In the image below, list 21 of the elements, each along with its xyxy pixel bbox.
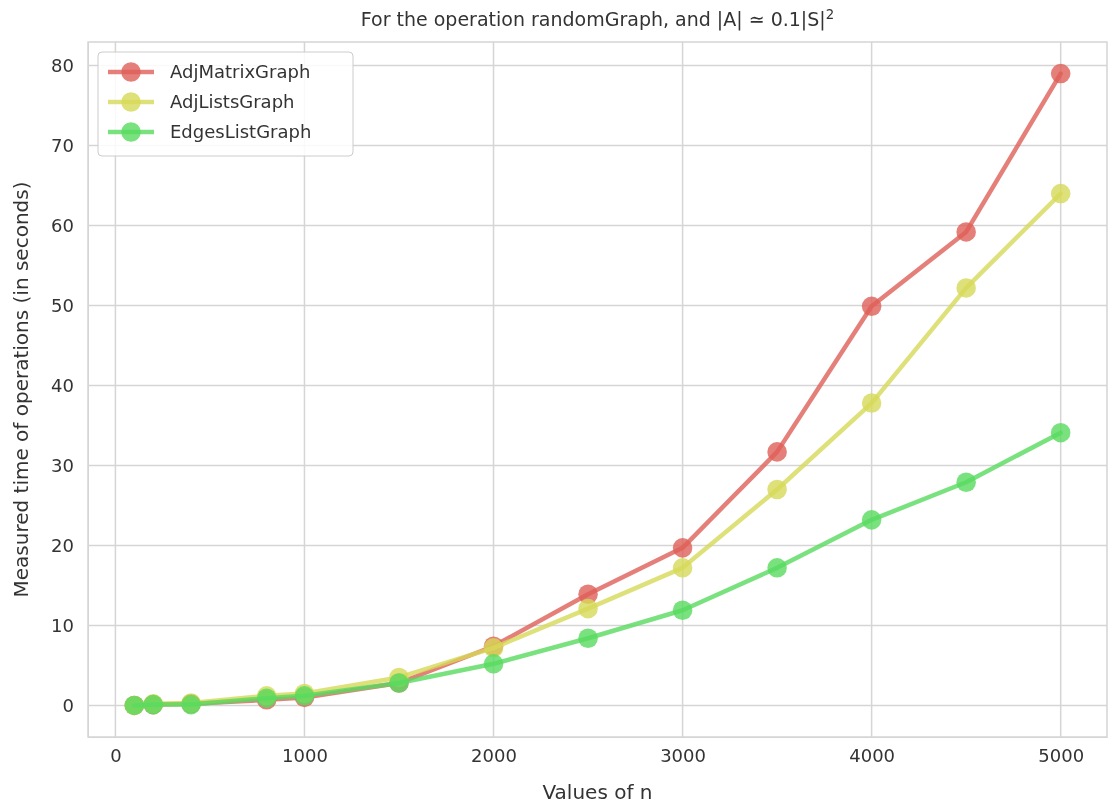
y-tick-label: 60	[51, 214, 74, 236]
x-tick-label: 5000	[1038, 744, 1085, 766]
y-tick-label: 20	[51, 534, 74, 556]
y-tick-label: 50	[51, 294, 74, 316]
y-tick-label: 0	[62, 694, 74, 716]
x-tick-label: 2000	[471, 744, 517, 766]
y-tick-label: 80	[51, 54, 74, 76]
x-tick-label: 0	[110, 744, 122, 766]
x-tick-label: 1000	[282, 744, 328, 766]
legend-label: AdjListsGraph	[170, 91, 295, 112]
x-tick-label: 4000	[849, 744, 896, 766]
x-axis-title: Values of n	[542, 780, 653, 804]
y-tick-label: 10	[51, 614, 74, 636]
legend-label: EdgesListGraph	[170, 121, 312, 142]
y-tick-label: 30	[51, 454, 74, 476]
y-tick-label: 40	[51, 374, 74, 396]
chart-title: For the operation randomGraph, and |A| ≃ 0.1|S|$^{2}$	[360, 6, 835, 31]
x-tick-label: 3000	[660, 744, 706, 766]
legend-label: AdjMatrixGraph	[170, 61, 311, 82]
y-tick-label: 70	[51, 134, 74, 156]
y-axis-title: Measured time of operations (in seconds)	[9, 181, 33, 598]
